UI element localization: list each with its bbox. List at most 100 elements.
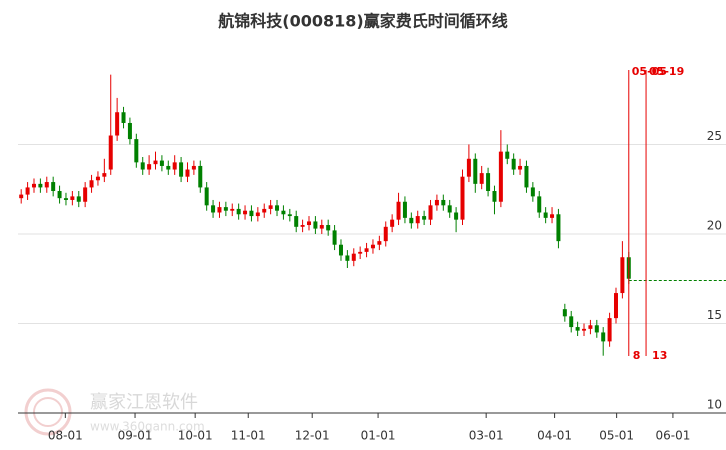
candle-body — [115, 112, 120, 136]
candle-body — [332, 230, 337, 245]
x-tick-label: 12-01 — [295, 429, 330, 443]
candle-body — [121, 112, 126, 123]
candle-body — [319, 225, 324, 229]
candle-body — [601, 332, 606, 342]
y-tick-label: 10 — [707, 398, 722, 412]
candle-body — [268, 205, 273, 209]
candle-body — [230, 208, 235, 211]
candle-body — [492, 191, 497, 202]
candle-body — [562, 309, 567, 317]
candle-body — [364, 248, 369, 252]
candle-body — [307, 221, 312, 226]
candle-body — [486, 173, 491, 192]
candle-body — [243, 210, 248, 215]
candle-body — [44, 182, 49, 188]
watermark-logo — [24, 388, 72, 436]
cycle-date: 05-19 — [649, 65, 684, 78]
candle-body — [236, 208, 241, 215]
y-tick-label: 25 — [707, 129, 722, 143]
candle-body — [287, 214, 292, 217]
candle-body — [415, 216, 420, 224]
candle-body — [434, 199, 439, 206]
candle-body — [198, 165, 203, 188]
candle-body — [281, 210, 286, 215]
candle-body — [83, 187, 88, 202]
cycle-count: 8 — [633, 349, 641, 362]
candle-body — [140, 162, 145, 170]
candle-body — [351, 253, 356, 261]
candle-body — [127, 122, 132, 140]
candle-body — [172, 162, 177, 170]
candle-body — [575, 327, 580, 331]
candle-body — [620, 257, 625, 294]
candle-body — [537, 196, 542, 213]
candle-body — [402, 201, 407, 218]
candle-body — [204, 187, 209, 206]
candle-body — [19, 194, 24, 199]
candle-body — [31, 183, 36, 188]
candle-body — [383, 226, 388, 242]
candle-body — [454, 212, 459, 220]
candle-body — [191, 165, 196, 170]
x-tick-label: 11-01 — [231, 429, 266, 443]
candle-body — [70, 196, 75, 200]
watermark: 赢家江恩软件 — [90, 391, 198, 413]
candle-body — [300, 225, 305, 227]
candle-body — [441, 199, 446, 206]
cycle-date: 05-05 — [632, 65, 667, 78]
candle-body — [326, 225, 331, 231]
candle-body — [223, 207, 228, 211]
candle-body — [211, 205, 216, 213]
candle-body — [530, 187, 535, 197]
x-tick-label: 04-01 — [537, 429, 572, 443]
candle-body — [518, 165, 523, 170]
candle-body — [396, 201, 401, 220]
candle-body — [249, 210, 254, 217]
candle-body — [498, 151, 503, 202]
candle-body — [57, 191, 62, 199]
candle-body — [159, 160, 164, 166]
candle-body — [153, 160, 158, 165]
candle-body — [102, 173, 107, 177]
candle-body — [556, 214, 561, 242]
candle-body — [390, 219, 395, 227]
candle-body — [185, 169, 190, 177]
candle-body — [147, 164, 152, 170]
candle-body — [511, 158, 516, 170]
x-tick-label: 06-01 — [655, 429, 690, 443]
candle-body — [582, 328, 587, 331]
candle-body — [466, 158, 471, 177]
candle-body — [179, 162, 184, 177]
candle-body — [422, 216, 427, 220]
candle-body — [108, 135, 113, 170]
candle-body — [345, 255, 350, 261]
candle-body — [338, 244, 343, 256]
candle-body — [377, 241, 382, 245]
candle-body — [358, 251, 363, 254]
candle-body — [38, 183, 43, 188]
watermark-url: www.360gann.com — [90, 420, 205, 434]
candle-body — [63, 198, 68, 200]
candle-body — [588, 325, 593, 329]
candle-body — [134, 139, 139, 163]
candle-body — [76, 196, 81, 202]
x-tick-label: 03-01 — [469, 429, 504, 443]
candle-body — [524, 165, 529, 188]
cycle-count: 13 — [652, 349, 667, 362]
candle-body — [460, 176, 465, 220]
x-tick-label: 05-01 — [599, 429, 634, 443]
candle-body — [51, 182, 56, 192]
candle-body — [409, 217, 414, 224]
candle-body — [313, 221, 318, 229]
candle-body — [473, 158, 478, 184]
x-tick-label: 10-01 — [178, 429, 213, 443]
candle-body — [613, 293, 618, 319]
candle-body — [275, 205, 280, 211]
candle-body — [255, 212, 260, 217]
candle-body — [89, 180, 94, 188]
candle-body — [370, 244, 375, 249]
candle-body — [505, 151, 510, 159]
candle-body — [594, 325, 599, 333]
candle-body — [550, 214, 555, 218]
